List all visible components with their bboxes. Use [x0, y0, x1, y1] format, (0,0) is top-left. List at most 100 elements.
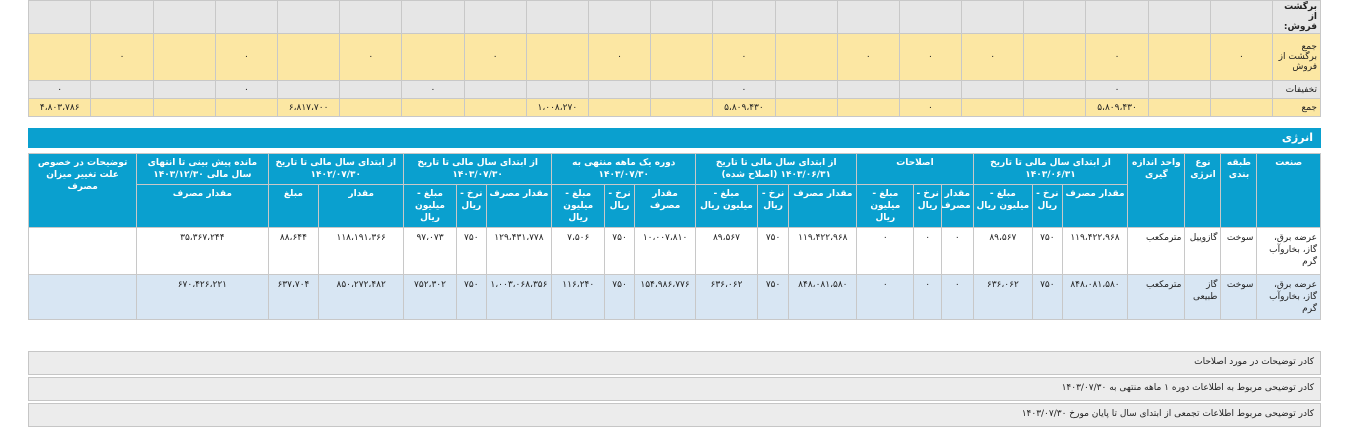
cell-g4: ۷،۵۰۶	[551, 227, 606, 275]
cell-g2: ۰	[856, 227, 915, 275]
note-box-monthly[interactable]: کادر توضیحی مربوط به اطلاعات دوره ۱ ماهه…	[28, 377, 1321, 401]
cell-unit: مترمکعب	[1127, 274, 1186, 320]
cell-value	[525, 33, 589, 81]
cell-value	[1147, 80, 1211, 99]
sub-header: مبلغ - میلیون ریال	[403, 184, 457, 228]
note-label: کادر توضیحی مربوط به اطلاعات دوره ۱ ماهه…	[1061, 383, 1314, 393]
cell-value: ۰	[898, 33, 963, 81]
sub-header: نرخ - ریال	[604, 184, 635, 228]
header-cell	[1023, 0, 1087, 34]
cell-g6: ۸۸،۶۴۴	[267, 227, 320, 275]
cell-value	[961, 80, 1025, 99]
cell-g3: ۸۹،۵۶۷	[695, 227, 758, 275]
cell-g2: ۰	[940, 227, 974, 275]
col-energy-type: نوع انرژی	[1184, 153, 1222, 228]
col-group-7: مانده پیش بینی تا انتهای سال مالی ۱۴۰۳/۱…	[136, 153, 269, 185]
cell-value: ۰	[27, 80, 92, 99]
cell-value	[1147, 33, 1211, 81]
note-label: کادر توضیحی مربوط اطلاعات تجمعی از ابتدا…	[1021, 409, 1314, 419]
header-cell	[650, 0, 714, 34]
cell-g4: ۱۱۶،۲۴۰	[551, 274, 606, 320]
col-group-3: از ابتدای سال مالی تا تاریخ ۱۴۰۳/۰۶/۳۱ (…	[695, 153, 858, 185]
header-cell	[1085, 0, 1149, 34]
cell-value: ۰	[1085, 33, 1149, 81]
cell-g7: ۳۵،۳۶۷،۲۴۴	[136, 227, 269, 275]
cell-g5: ۷۵۰	[455, 274, 487, 320]
table-row: عرضه برق، گاز، بخاروآب گرم سوخت گاز طبیعی م…	[27, 274, 1321, 320]
cell-value: ۰	[712, 33, 776, 81]
col-group-5: از ابتدای سال مالی تا تاریخ ۱۴۰۳/۰۷/۳۰	[403, 153, 553, 185]
col-group-6: از ابتدای سال مالی تا تاریخ ۱۴۰۲/۰۷/۳۰	[267, 153, 405, 185]
cell-value: ۵،۸۰۹،۴۳۰	[712, 98, 776, 117]
cell-g1: ۷۵۰	[1032, 274, 1063, 320]
cell-g2: ۰	[913, 274, 942, 320]
cell-value: ۰	[961, 33, 1025, 81]
cell-value	[90, 98, 154, 117]
cell-g6: ۸۵۰،۲۷۲،۴۸۲	[318, 274, 405, 320]
cell-class: سوخت	[1220, 274, 1258, 320]
cell-g1: ۸۹،۵۶۷	[972, 227, 1034, 275]
cell-value	[152, 80, 216, 99]
cell-value	[339, 80, 403, 99]
sub-header: مقدار مصرف	[1061, 184, 1129, 228]
header-cell	[214, 0, 279, 34]
cell-g4: ۷۵۰	[604, 227, 635, 275]
cell-value: ۶،۸۱۷،۷۰۰	[276, 98, 341, 117]
col-group-1: از ابتدای سال مالی تا تاریخ ۱۴۰۳/۰۶/۳۱	[972, 153, 1129, 185]
cell-g3: ۷۵۰	[756, 274, 790, 320]
col-unit: واحد اندازه گیری	[1127, 153, 1186, 228]
cell-value	[836, 98, 900, 117]
cell-g6: ۱۱۸،۱۹۱،۳۶۶	[318, 227, 405, 275]
note-box-adjustments[interactable]: کادر توضیحات در مورد اصلاحات	[28, 351, 1321, 375]
energy-title: انرژی	[1281, 131, 1313, 144]
cell-g2: ۰	[856, 274, 915, 320]
cell-value	[276, 33, 341, 81]
header-cell	[587, 0, 652, 34]
cell-g3: ۷۵۰	[756, 227, 790, 275]
cell-value: ۰	[587, 33, 652, 81]
cell-value	[1209, 98, 1274, 117]
cell-value	[961, 98, 1025, 117]
cell-value	[339, 98, 403, 117]
cell-industry: عرضه برق، گاز، بخاروآب گرم	[1256, 227, 1321, 275]
cell-g2: ۰	[913, 227, 942, 275]
cell-class: سوخت	[1220, 227, 1258, 275]
sub-header: مقدار	[318, 184, 405, 228]
sub-header: مقدار مصرف	[788, 184, 858, 228]
cell-g3: ۱۱۹،۴۲۲،۹۶۸	[788, 227, 858, 275]
header-cell	[774, 0, 838, 34]
cell-value	[152, 98, 216, 117]
col-class: طبقه بندی	[1220, 153, 1258, 228]
cell-g1: ۷۵۰	[1032, 227, 1063, 275]
cell-energy-type: گاز طبیعی	[1184, 274, 1222, 320]
header-cell	[712, 0, 776, 34]
cell-value	[463, 98, 527, 117]
header-cell	[276, 0, 341, 34]
cell-value	[650, 98, 714, 117]
cell-value: ۰	[836, 33, 900, 81]
cell-value	[90, 80, 154, 99]
cell-g6: ۶۳۷،۷۰۴	[267, 274, 320, 320]
cell-value: ۰	[90, 33, 154, 81]
cell-value: ۰	[339, 33, 403, 81]
table-row: جمع برگشت از فروش ۰ ۰ ۰ ۰ ۰ ۰ ۰ ۰ ۰ ۰ ۰	[27, 33, 1321, 81]
cell-value	[587, 80, 652, 99]
row-label: جمع	[1272, 98, 1321, 117]
energy-table: صنعت طبقه بندی نوع انرژی واحد اندازه گیر…	[27, 153, 1321, 320]
header-cell	[1209, 0, 1274, 34]
cell-value	[836, 80, 900, 99]
cell-value	[401, 98, 465, 117]
cell-g5: ۷۵۲،۳۰۲	[403, 274, 457, 320]
note-box-cumulative[interactable]: کادر توضیحی مربوط اطلاعات تجمعی از ابتدا…	[28, 403, 1321, 427]
header-cell	[1147, 0, 1211, 34]
energy-section-header: انرژی	[28, 128, 1321, 148]
cell-value	[1023, 33, 1087, 81]
returns-table: برگشت از فروش: جمع برگشت از فروش ۰ ۰ ۰ ۰ ۰ ۰ ۰ ۰ ۰…	[27, 0, 1321, 117]
table-row: عرضه برق، گاز، بخاروآب گرم سوخت گازوییل متر…	[27, 227, 1321, 275]
cell-industry: عرضه برق، گاز، بخاروآب گرم	[1256, 274, 1321, 320]
cell-notes	[27, 274, 138, 320]
cell-notes	[27, 227, 138, 275]
cell-g1: ۱۱۹،۴۲۲،۹۶۸	[1061, 227, 1129, 275]
sub-header: مبلغ - میلیون ریال	[551, 184, 606, 228]
cell-value	[774, 80, 838, 99]
